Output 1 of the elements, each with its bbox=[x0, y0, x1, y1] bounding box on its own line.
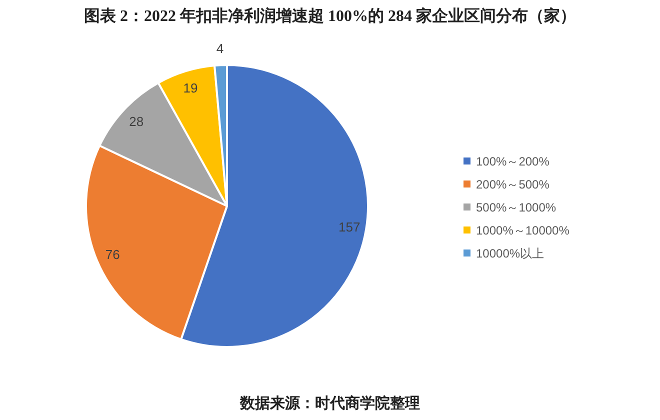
title: 图表 2：2022 年扣非净利润增速超 100%的 284 家企业区间分布（家） bbox=[84, 8, 576, 25]
